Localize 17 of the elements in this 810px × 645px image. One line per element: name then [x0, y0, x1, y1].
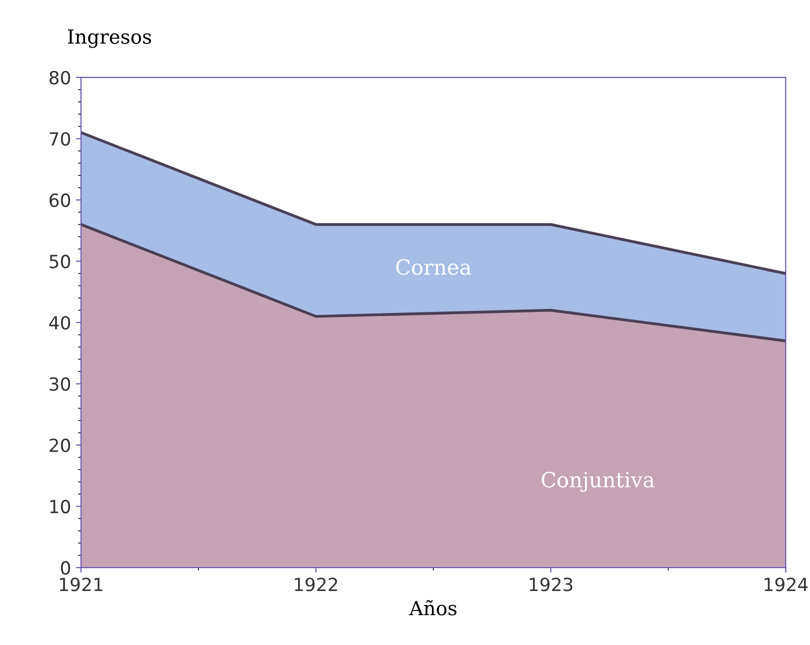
y-tick-label: 80 — [50, 70, 70, 85]
x-tick-label: 1921 — [60, 578, 102, 592]
x-tick-label: 1923 — [530, 578, 572, 592]
y-tick-label: 10 — [50, 500, 70, 514]
series-label: Cornea — [396, 259, 472, 275]
y-tick-label: 20 — [50, 438, 70, 452]
y-tick-label: 30 — [50, 377, 70, 391]
y-tick-label: 0 — [60, 561, 70, 575]
y-tick-label: 70 — [50, 132, 70, 146]
series-label: Conjuntiva — [542, 472, 654, 492]
y-axis-title: Ingresos — [68, 29, 152, 48]
x-tick-label: 1922 — [294, 578, 338, 592]
y-tick-label: 40 — [49, 316, 70, 330]
x-axis-title: Años — [409, 600, 456, 616]
y-tick-label: 60 — [50, 193, 70, 208]
x-tick-label: 1924 — [764, 578, 808, 592]
y-tick-label: 50 — [50, 254, 70, 268]
